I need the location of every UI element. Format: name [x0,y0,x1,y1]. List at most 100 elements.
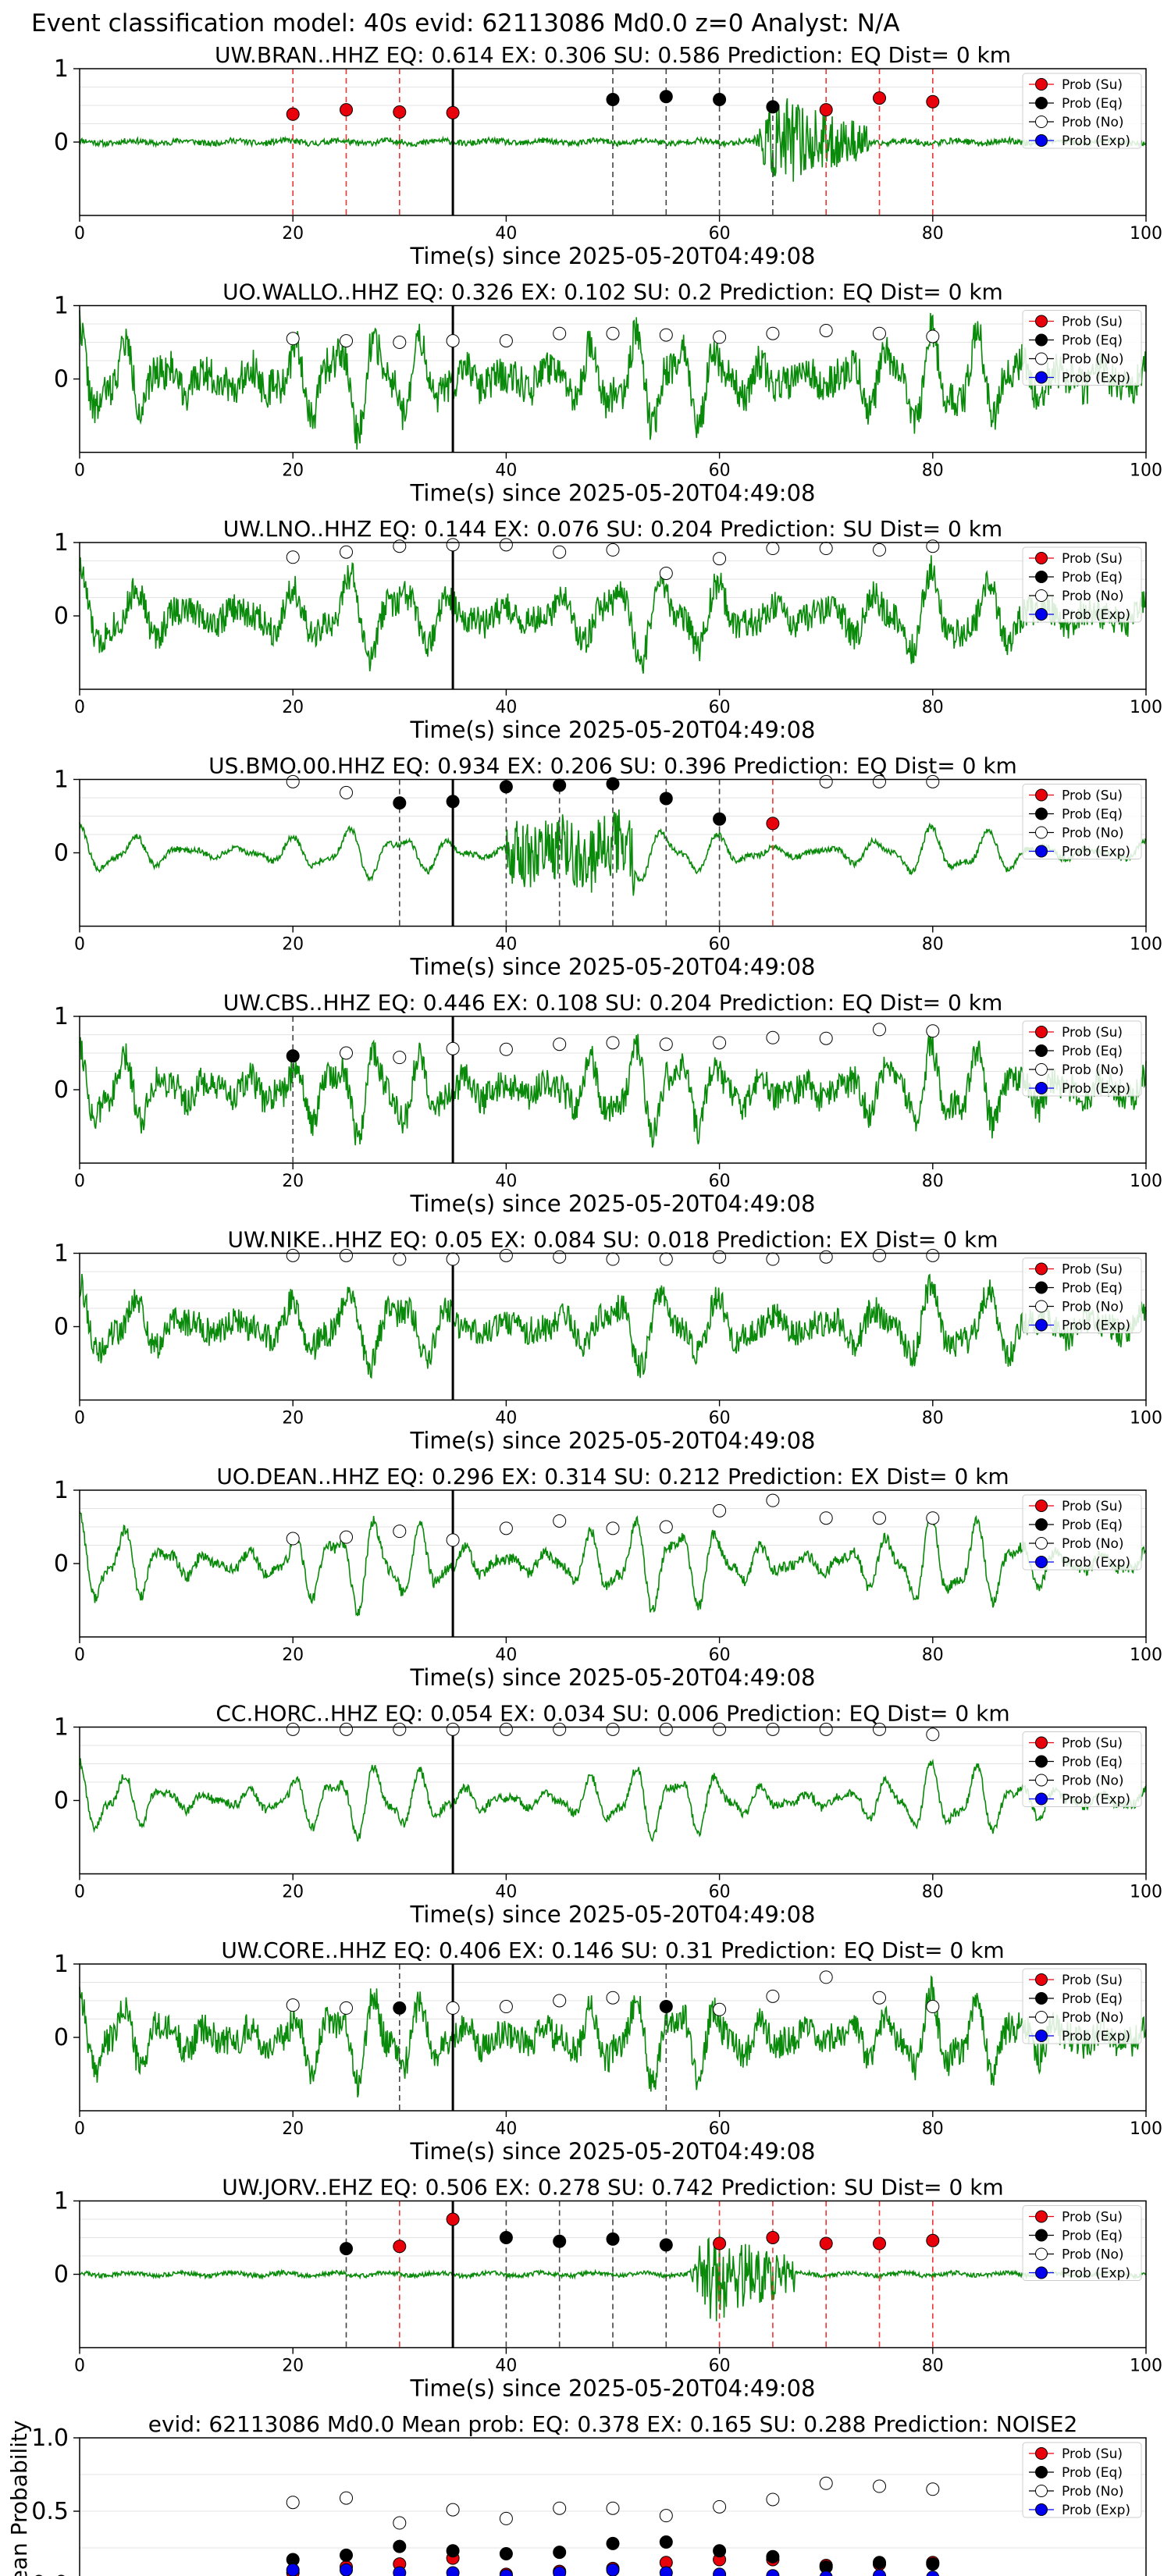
legend-marker [1035,589,1048,602]
mean-probability-point [873,2479,886,2493]
legend-marker [1035,2247,1048,2261]
legend-marker [1035,2011,1048,2023]
probability-point [393,796,407,810]
probability-point [873,1248,886,1262]
x-tick-label: 0 [74,224,85,244]
probability-point [553,326,567,340]
mean-probability-point [553,2546,567,2560]
y-tick-label: 1 [54,2188,69,2215]
mean-probability-point [659,2566,673,2576]
probability-point [286,1998,300,2012]
legend-frame [1022,1968,1142,2044]
waveform-trace [79,1511,1147,1617]
y-tick-label: 0.5 [31,2498,69,2525]
legend: Prob (Su) Prob (Eq) Prob (No) Prob (Exp) [1022,784,1142,860]
probability-point [446,1533,460,1547]
legend-frame [1022,1494,1142,1571]
legend-marker [1035,2030,1048,2042]
probability-point [606,326,620,340]
probability-point [926,1727,940,1742]
mean-probability-point [606,2536,620,2550]
probability-point [659,328,673,342]
x-tick-label: 100 [1130,1172,1162,1191]
legend-frame [1022,1731,1142,1807]
probability-point [446,105,460,119]
legend-label: Prob (Su) [1062,2210,1123,2226]
probability-point [873,543,886,557]
legend-label: Prob (Su) [1062,1499,1123,1514]
mean-probability-point [340,2491,353,2505]
station-panel: UW.CORE..HHZ EQ: 0.406 EX: 0.146 SU: 0.3… [54,1937,1162,2165]
panel-title: evid: 62113086 Md0.0 Mean prob: EQ: 0.37… [148,2411,1078,2437]
probability-point [286,332,300,346]
probability-point [766,1722,780,1736]
legend-label: Prob (No) [1062,1774,1124,1789]
legend-marker [1035,97,1048,109]
legend-label: Prob (No) [1062,589,1124,604]
station-panel: UO.WALLO..HHZ EQ: 0.326 EX: 0.102 SU: 0.… [54,279,1162,507]
legend-marker [1035,2485,1048,2497]
mean-probability-point [553,2566,567,2576]
probability-point [819,323,833,337]
probability-point [606,92,620,106]
x-tick-label: 60 [709,1172,731,1191]
x-tick-label: 60 [709,1646,731,1665]
x-axis-label: Time(s) since 2025-05-20T04:49:08 [410,480,816,507]
mean-probability-point [926,2482,940,2496]
panel-title: UW.JORV..EHZ EQ: 0.506 EX: 0.278 SU: 0.7… [222,2175,1003,2201]
legend-label: Prob (No) [1062,2247,1124,2263]
legend-label: Prob (Eq) [1062,1517,1123,1533]
x-tick-label: 40 [495,698,517,717]
legend-marker [1035,2466,1048,2478]
x-tick-label: 0 [74,2119,85,2139]
waveform-trace [79,1758,1147,1843]
station-panel: CC.HORC..HHZ EQ: 0.054 EX: 0.034 SU: 0.0… [54,1701,1162,1928]
probability-point [659,1520,673,1534]
panel-title: CC.HORC..HHZ EQ: 0.054 EX: 0.034 SU: 0.0… [215,1701,1009,1727]
legend-marker [1035,2447,1048,2460]
probability-point [393,2240,407,2254]
legend-marker [1035,1026,1048,1038]
probability-point [713,92,727,106]
x-tick-label: 100 [1130,698,1162,717]
mean-probability-panel: evid: 62113086 Md0.0 Mean prob: EQ: 0.37… [6,2411,1147,2576]
x-axis-label: Time(s) since 2025-05-20T04:49:08 [410,2375,816,2402]
x-axis-label: Time(s) since 2025-05-20T04:49:08 [410,717,816,743]
probability-point [340,1248,353,1262]
probability-point [713,1250,727,1264]
legend-label: Prob (Eq) [1062,807,1123,823]
x-tick-label: 20 [282,1883,304,1902]
mean-probability-point [393,2516,407,2530]
legend-label: Prob (Eq) [1062,1044,1123,1059]
legend-label: Prob (Exp) [1062,1318,1130,1334]
legend-marker [1035,788,1048,802]
station-panel: UW.BRAN..HHZ EQ: 0.614 EX: 0.306 SU: 0.5… [54,42,1162,269]
probability-point [766,1252,780,1266]
legend-marker [1035,1792,1048,1806]
probability-point [659,566,673,580]
legend-marker [1035,2503,1048,2516]
x-tick-label: 80 [922,1883,944,1902]
probability-point [926,539,940,553]
x-tick-label: 80 [922,1172,944,1191]
probability-point [819,2236,833,2250]
x-axis-label: Time(s) since 2025-05-20T04:49:08 [410,954,816,980]
legend-label: Prob (Exp) [1062,371,1130,386]
probability-point [393,1525,407,1539]
mean-probability-point [926,2571,940,2576]
legend-frame [1022,2442,1142,2518]
legend-marker [1035,1281,1048,1294]
probability-point [713,1036,727,1050]
legend-label: Prob (Eq) [1062,333,1123,349]
panel-title: UW.LNO..HHZ EQ: 0.144 EX: 0.076 SU: 0.20… [223,516,1002,542]
legend-marker [1035,2266,1048,2279]
mean-probability-point [606,2501,620,2515]
waveform-trace [79,2230,1147,2322]
legend-marker [1035,1736,1048,1749]
probability-point [286,774,300,788]
legend-marker [1035,1973,1048,1986]
probability-point [553,778,567,792]
probability-point [766,1030,780,1044]
x-tick-label: 80 [922,935,944,955]
legend-marker [1035,371,1048,384]
